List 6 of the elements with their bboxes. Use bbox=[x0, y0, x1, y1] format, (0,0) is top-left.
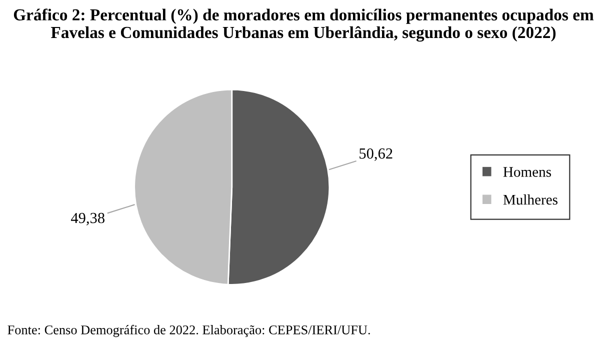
data-label: 50,62 bbox=[360, 148, 392, 161]
legend-label: Homens bbox=[503, 167, 552, 177]
legend-label: Mulheres bbox=[503, 194, 558, 205]
source-note: Fonte: Censo Demográfico de 2022. Elaboração: CEPES/IERI/UFU. bbox=[8, 324, 370, 338]
data-label: 49,38 bbox=[70, 212, 104, 226]
chart-title: Gráfico 2: Percentual (%) de moradores em domicílios permanentes ocupados em Favelas e Comunidades Urbanas em Uberlândia, segundo o sexo (2022) bbox=[14, 8, 594, 42]
